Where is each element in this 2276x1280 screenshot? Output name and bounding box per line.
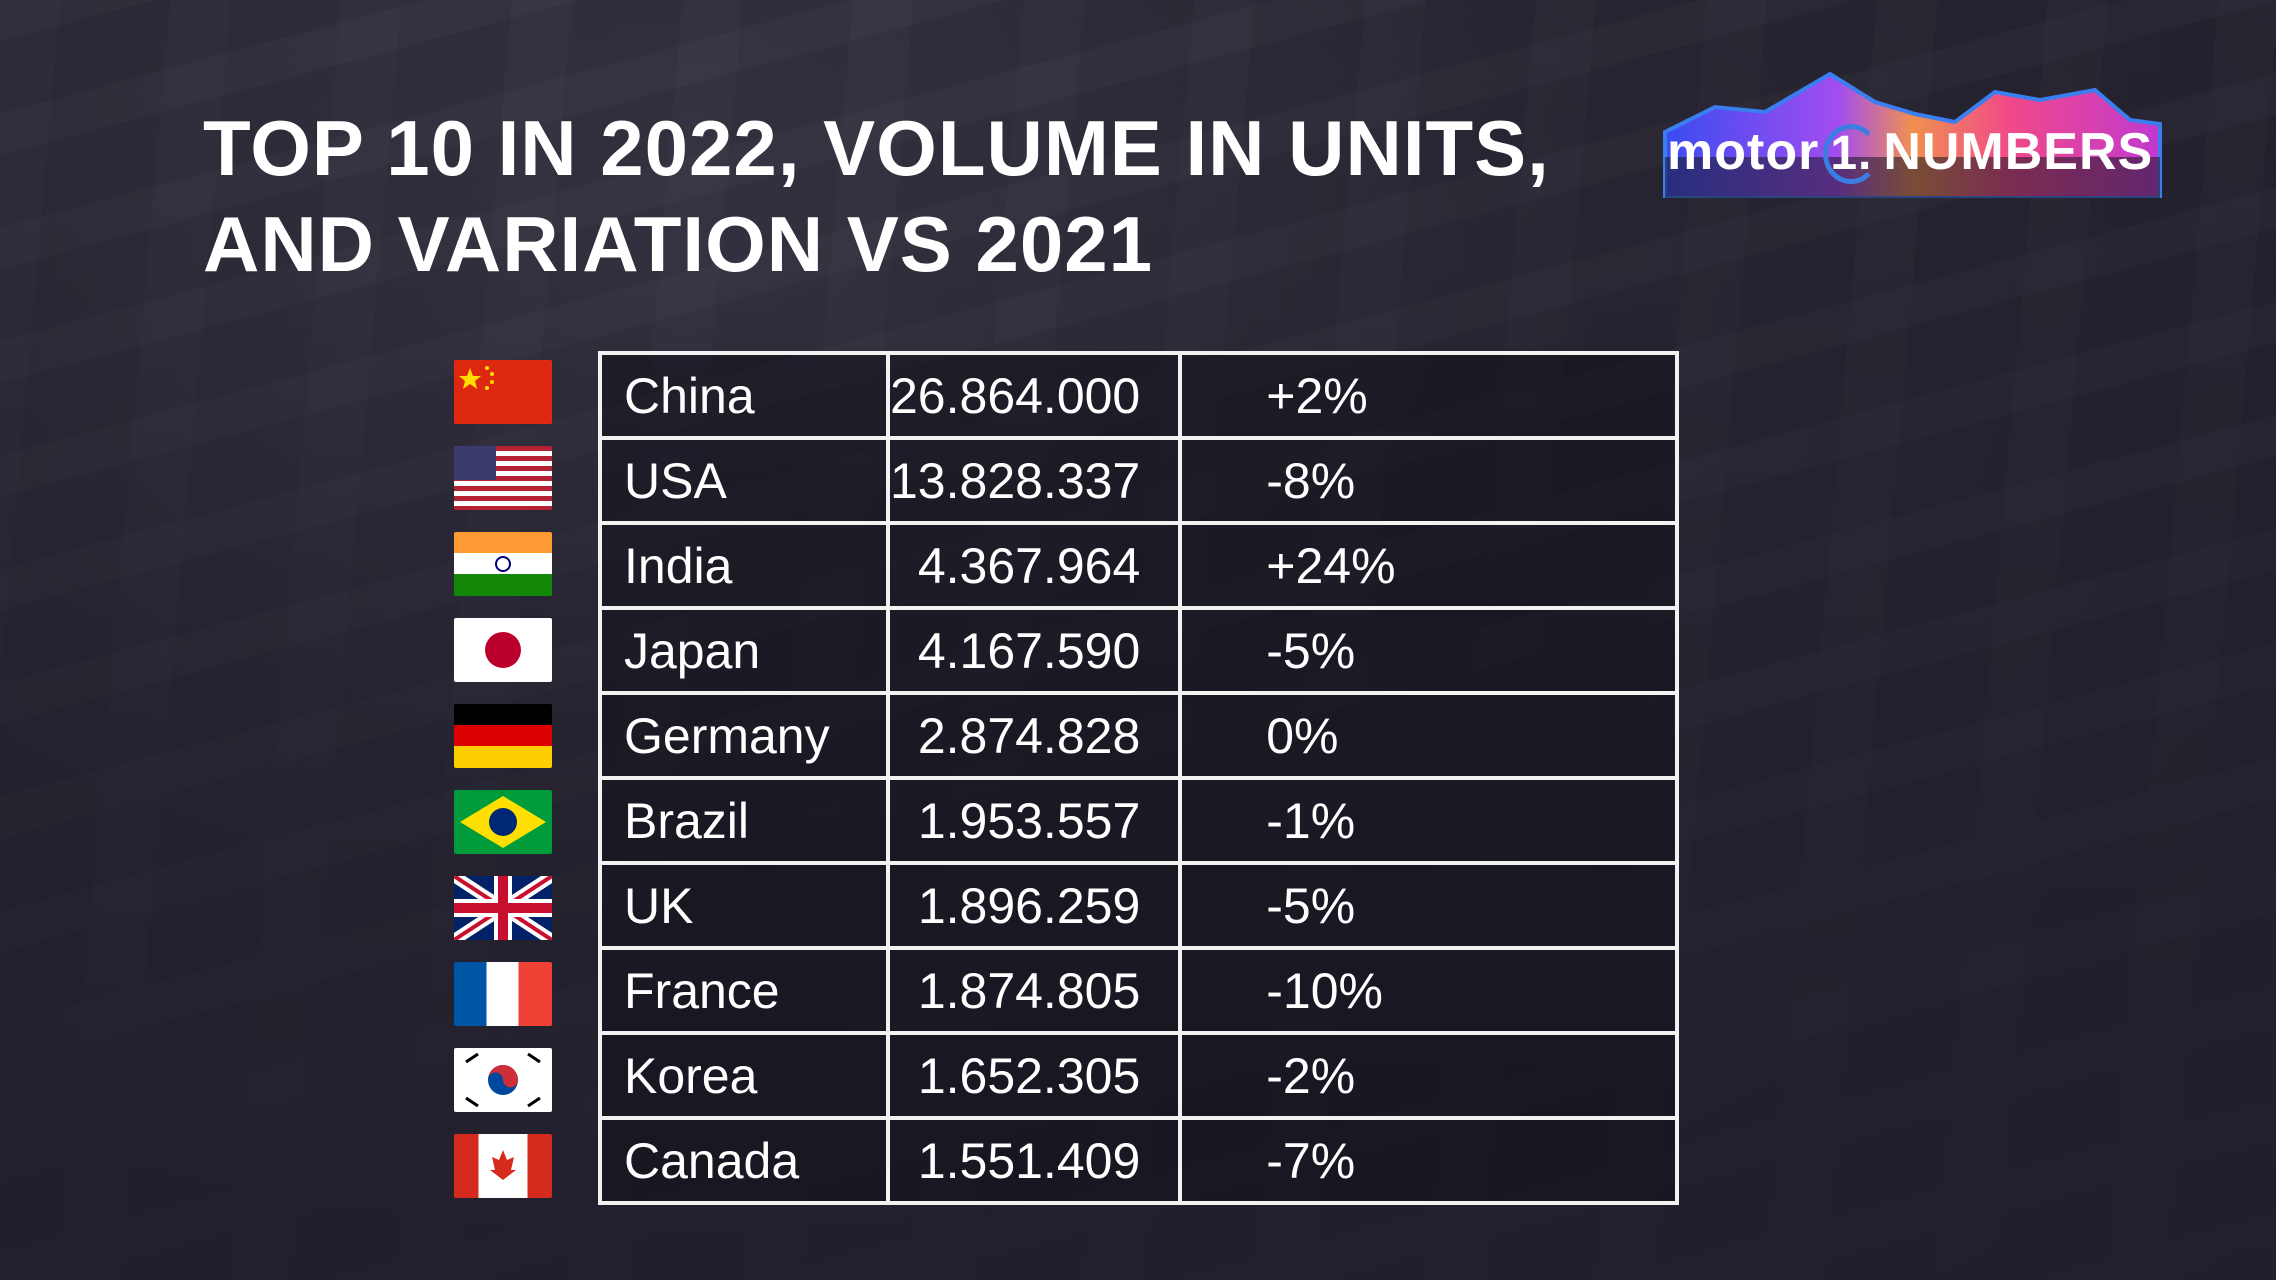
country-cell: USA xyxy=(598,436,890,525)
volume-cell: 1.953.557 xyxy=(885,776,1183,865)
variation-cell: -7% xyxy=(1178,1116,1679,1205)
germany-flag-icon xyxy=(454,704,552,768)
volume-cell: 13.828.337 xyxy=(885,436,1183,525)
country-cell: China xyxy=(598,351,890,440)
country-cell: UK xyxy=(598,861,890,950)
variation-cell: -1% xyxy=(1178,776,1679,865)
table-row: Japan 4.167.590 -5% xyxy=(598,606,1679,695)
variation-cell: -8% xyxy=(1178,436,1679,525)
volume-cell: 2.874.828 xyxy=(885,691,1183,780)
country-cell: Canada xyxy=(598,1116,890,1205)
canada-flag-icon xyxy=(454,1134,552,1198)
uk-flag-icon xyxy=(454,876,552,940)
variation-cell: 0% xyxy=(1178,691,1679,780)
table-row: Canada 1.551.409 -7% xyxy=(598,1116,1679,1205)
volume-cell: 1.551.409 xyxy=(885,1116,1183,1205)
volume-cell: 1.874.805 xyxy=(885,946,1183,1035)
logo-mountain-graphic xyxy=(1663,71,2162,198)
table-row: Germany 2.874.828 0% xyxy=(598,691,1679,780)
volume-cell: 4.167.590 xyxy=(885,606,1183,695)
variation-cell: +2% xyxy=(1178,351,1679,440)
variation-cell: -10% xyxy=(1178,946,1679,1035)
korea-flag-icon xyxy=(454,1048,552,1112)
motor1-numbers-logo: motor 1. NUMBERS xyxy=(1655,62,2167,198)
title-line-2: AND VARIATION VS 2021 xyxy=(203,200,1153,288)
table-row: Korea 1.652.305 -2% xyxy=(598,1031,1679,1120)
country-cell: France xyxy=(598,946,890,1035)
table-row: Brazil 1.953.557 -1% xyxy=(598,776,1679,865)
usa-flag-icon xyxy=(454,446,552,510)
variation-cell: -5% xyxy=(1178,606,1679,695)
country-cell: Japan xyxy=(598,606,890,695)
variation-cell: -5% xyxy=(1178,861,1679,950)
country-cell: Germany xyxy=(598,691,890,780)
logo-text-motor: motor xyxy=(1667,123,1820,181)
table-row: China 26.864.000 +2% xyxy=(598,351,1679,440)
country-cell: India xyxy=(598,521,890,610)
volume-cell: 26.864.000 xyxy=(885,351,1183,440)
country-cell: Korea xyxy=(598,1031,890,1120)
page-title: TOP 10 IN 2022, VOLUME IN UNITS, AND VAR… xyxy=(203,100,1550,292)
table-row: UK 1.896.259 -5% xyxy=(598,861,1679,950)
china-flag-icon xyxy=(454,360,552,424)
india-flag-icon xyxy=(454,532,552,596)
table-row: USA 13.828.337 -8% xyxy=(598,436,1679,525)
brazil-flag-icon xyxy=(454,790,552,854)
logo-text-one: 1. xyxy=(1823,124,1880,184)
france-flag-icon xyxy=(454,962,552,1026)
table-row: France 1.874.805 -10% xyxy=(598,946,1679,1035)
variation-cell: +24% xyxy=(1178,521,1679,610)
volume-cell: 1.896.259 xyxy=(885,861,1183,950)
volume-cell: 4.367.964 xyxy=(885,521,1183,610)
table-row: India 4.367.964 +24% xyxy=(598,521,1679,610)
logo-text-numbers: NUMBERS xyxy=(1883,123,2154,181)
country-cell: Brazil xyxy=(598,776,890,865)
japan-flag-icon xyxy=(454,618,552,682)
ranking-table: China 26.864.000 +2% USA 13.828.337 -8% India 4… xyxy=(598,351,1679,1205)
volume-cell: 1.652.305 xyxy=(885,1031,1183,1120)
title-line-1: TOP 10 IN 2022, VOLUME IN UNITS, xyxy=(203,104,1550,192)
variation-cell: -2% xyxy=(1178,1031,1679,1120)
